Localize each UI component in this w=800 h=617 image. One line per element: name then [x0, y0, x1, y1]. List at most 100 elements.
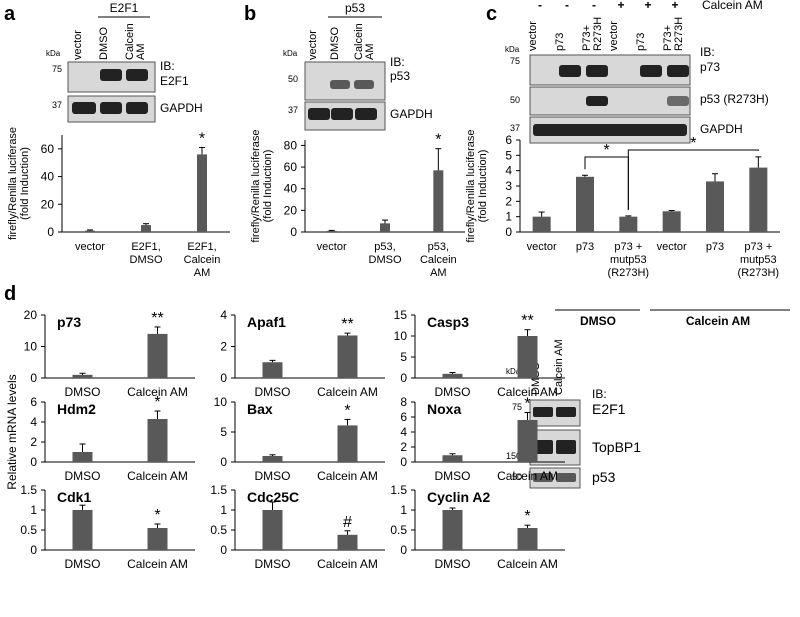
y-tick-label: 2	[30, 435, 37, 449]
error-bar	[668, 210, 675, 212]
y-tick-label: 5	[220, 425, 227, 439]
y-tick-label: 1.5	[210, 483, 227, 497]
kda-label: 37	[510, 123, 520, 133]
treatment-sign: +	[671, 0, 678, 12]
kda-label: kDa	[46, 49, 61, 58]
error-bar	[382, 219, 388, 224]
ib-label: IB:	[160, 59, 175, 73]
y-axis-label: firefly/Renilla luciferase(fold Inductio…	[465, 129, 489, 242]
kda-label: 150	[506, 451, 521, 461]
bar	[72, 452, 93, 462]
blot-header: p53	[345, 1, 365, 15]
significance-mark: *	[199, 130, 205, 147]
bracket-label: *	[690, 135, 696, 152]
chart-title: Apaf1	[247, 314, 286, 330]
x-tick-label: vector	[657, 241, 687, 253]
chart-title: Bax	[247, 401, 273, 417]
bar	[380, 223, 390, 232]
panel-label: b	[244, 3, 256, 25]
y-tick-label: 5	[505, 148, 512, 162]
y-tick-label: 10	[394, 329, 408, 343]
y-tick-label: 0	[220, 455, 227, 469]
kda-label: kDa	[283, 49, 298, 58]
ib-label: p53	[592, 469, 616, 485]
error-bar	[79, 372, 86, 375]
bar	[147, 528, 168, 550]
ib-label: IB:	[700, 45, 715, 59]
treatment-sign: -	[592, 0, 596, 12]
chart-title: Cyclin A2	[427, 489, 490, 505]
bar	[532, 216, 551, 232]
bar	[517, 528, 538, 550]
y-tick-label: 1	[400, 503, 407, 517]
y-tick-label: 1.5	[20, 483, 37, 497]
x-tick-label: Calcein AM	[317, 469, 378, 483]
bar	[442, 373, 463, 378]
significance-mark: **	[341, 316, 353, 333]
band	[586, 96, 608, 106]
significance-mark: *	[524, 396, 530, 413]
error-bar	[269, 454, 276, 456]
band	[533, 440, 553, 454]
bar	[72, 510, 93, 550]
header-lines	[98, 16, 790, 311]
y-tick-label: 6	[505, 133, 512, 147]
bar	[141, 225, 151, 232]
band	[330, 80, 350, 89]
x-tick-label: p53, Calcein AM	[420, 241, 457, 279]
y-tick-label: 6	[400, 410, 407, 424]
significance-mark: #	[343, 514, 352, 531]
band	[667, 65, 689, 77]
significance-mark: *	[435, 132, 441, 149]
kda-label: 75	[52, 64, 62, 74]
lane-label: P73+R273H	[581, 17, 604, 51]
lane-label: Calcein AM	[553, 339, 565, 395]
x-tick-label: DMSO	[65, 469, 101, 483]
y-tick-label: 4	[30, 415, 37, 429]
y-tick-label: 60	[284, 160, 298, 174]
band	[126, 69, 148, 81]
y-tick-label: 2	[505, 194, 512, 208]
band	[533, 124, 687, 136]
y-tick-label: 0	[290, 225, 297, 239]
error-bar	[435, 148, 442, 171]
band	[100, 102, 122, 114]
panel-label: d	[4, 283, 16, 305]
lane-label: P73+R273H	[662, 17, 685, 51]
ib-label: GAPDH	[700, 122, 743, 136]
band	[556, 473, 576, 482]
y-tick-label: 8	[400, 395, 407, 409]
x-tick-label: vector	[317, 241, 347, 253]
y-tick-label: 20	[41, 197, 55, 211]
lane-label: vector	[608, 21, 620, 51]
band	[308, 108, 330, 120]
x-tick-label: DMSO	[435, 469, 471, 483]
bar	[619, 216, 638, 232]
bar	[262, 362, 283, 378]
y-tick-label: 4	[400, 425, 407, 439]
y-tick-label: 4	[220, 308, 227, 322]
blot-bands	[72, 65, 689, 482]
error-bar	[524, 524, 531, 528]
significance-mark: *	[154, 394, 160, 411]
y-tick-label: 2	[400, 440, 407, 454]
lane-label: vector	[527, 21, 539, 51]
x-tick-label: p73 + mutp53 (R273H)	[738, 241, 780, 279]
bar	[337, 335, 358, 378]
ib-label: p73	[700, 60, 720, 74]
lane-label: vector	[72, 30, 84, 60]
bar	[337, 534, 358, 550]
kda-label: 75	[510, 56, 520, 66]
lane-label: p73	[635, 33, 647, 51]
lane-label: DMSO	[329, 27, 341, 60]
lane-label: CalceinAM	[353, 23, 376, 60]
error-bar	[524, 412, 531, 420]
y-axis-label: firefly/Renilla luciferase(fold Inductio…	[250, 129, 274, 242]
y-axis-label: Relative mRNA levels	[5, 374, 19, 489]
y-tick-label: 0	[30, 455, 37, 469]
kda-label: 37	[288, 105, 298, 115]
x-tick-label: DMSO	[65, 385, 101, 399]
bar	[442, 455, 463, 462]
y-tick-label: 0.5	[20, 523, 37, 537]
